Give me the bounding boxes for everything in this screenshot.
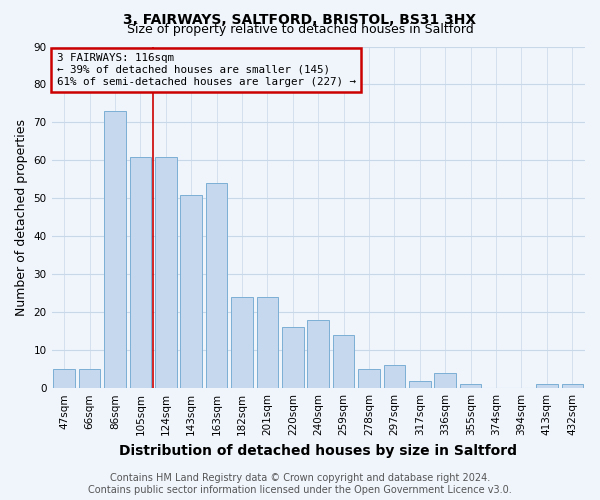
Bar (358, 369, 380, 388)
Y-axis label: Number of detached properties: Number of detached properties (15, 119, 28, 316)
Bar (130, 156, 151, 388)
Bar (434, 373, 456, 388)
Bar (536, 384, 557, 388)
Bar (155, 156, 176, 388)
X-axis label: Distribution of detached houses by size in Saltford: Distribution of detached houses by size … (119, 444, 517, 458)
Bar (409, 380, 431, 388)
Bar (104, 111, 126, 388)
Text: Size of property relative to detached houses in Saltford: Size of property relative to detached ho… (127, 22, 473, 36)
Bar (181, 194, 202, 388)
Text: 3 FAIRWAYS: 116sqm
← 39% of detached houses are smaller (145)
61% of semi-detach: 3 FAIRWAYS: 116sqm ← 39% of detached hou… (57, 54, 356, 86)
Text: 3, FAIRWAYS, SALTFORD, BRISTOL, BS31 3HX: 3, FAIRWAYS, SALTFORD, BRISTOL, BS31 3HX (124, 12, 476, 26)
Bar (307, 320, 329, 388)
Text: Contains HM Land Registry data © Crown copyright and database right 2024.
Contai: Contains HM Land Registry data © Crown c… (88, 474, 512, 495)
Bar (333, 335, 355, 388)
Bar (460, 384, 481, 388)
Bar (231, 297, 253, 388)
Bar (383, 366, 405, 388)
Bar (206, 183, 227, 388)
Bar (79, 369, 100, 388)
Bar (562, 384, 583, 388)
Bar (53, 369, 75, 388)
Bar (257, 297, 278, 388)
Bar (282, 328, 304, 388)
